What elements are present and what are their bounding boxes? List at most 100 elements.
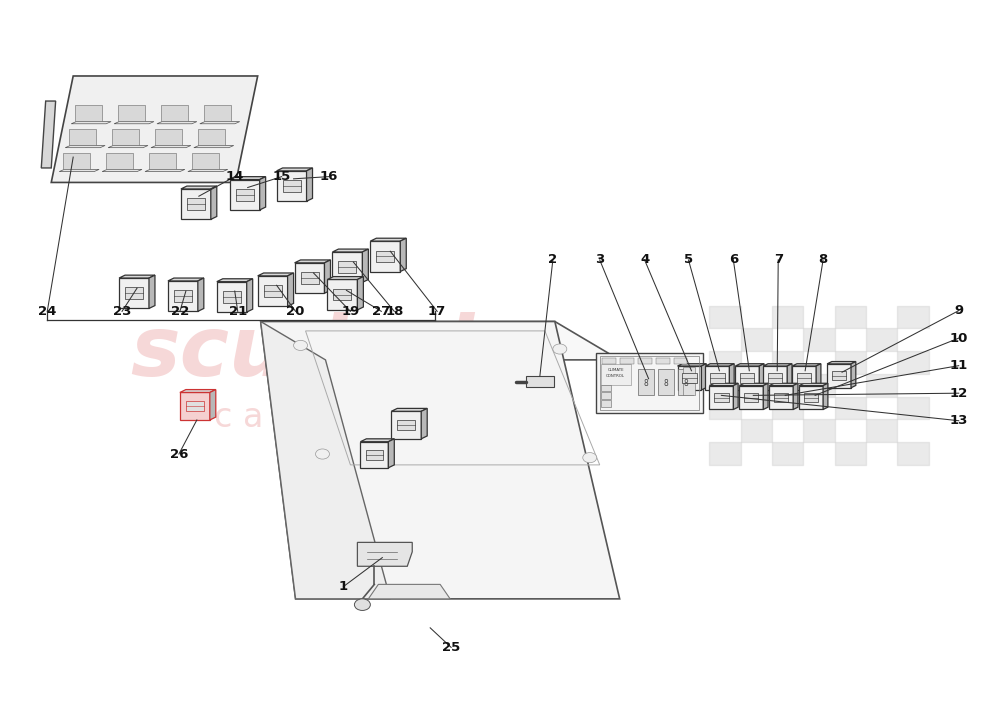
Text: 18: 18 (385, 305, 403, 318)
Polygon shape (198, 278, 204, 311)
Bar (803, 419, 835, 442)
Polygon shape (357, 276, 363, 310)
Bar (683, 367, 695, 379)
Polygon shape (145, 169, 185, 172)
Text: 23: 23 (113, 305, 131, 318)
Text: 3: 3 (595, 254, 604, 266)
Polygon shape (149, 275, 155, 308)
Polygon shape (295, 263, 324, 293)
Polygon shape (769, 385, 793, 409)
Bar (866, 419, 897, 442)
Polygon shape (362, 249, 368, 282)
Bar (192, 153, 219, 169)
Text: 10: 10 (950, 332, 968, 345)
Bar (658, 369, 674, 395)
Bar (674, 358, 687, 364)
Polygon shape (333, 289, 351, 300)
Polygon shape (168, 281, 198, 311)
Circle shape (316, 449, 329, 459)
Polygon shape (763, 366, 787, 390)
Polygon shape (421, 409, 427, 439)
Polygon shape (823, 383, 828, 409)
Polygon shape (71, 121, 111, 124)
Text: 4: 4 (640, 254, 649, 266)
Polygon shape (526, 376, 554, 387)
Polygon shape (682, 374, 697, 382)
Polygon shape (119, 278, 149, 308)
Polygon shape (816, 364, 821, 390)
Polygon shape (827, 364, 851, 387)
Bar (683, 383, 695, 395)
Polygon shape (370, 238, 406, 241)
Polygon shape (217, 278, 253, 281)
Bar (601, 364, 631, 385)
Polygon shape (332, 249, 368, 252)
Polygon shape (211, 186, 217, 220)
Text: 13: 13 (950, 414, 968, 427)
Bar (601, 393, 611, 399)
Polygon shape (307, 168, 313, 201)
Polygon shape (327, 276, 363, 279)
Bar (772, 351, 803, 374)
Polygon shape (283, 180, 301, 192)
Bar (897, 442, 929, 465)
Polygon shape (769, 383, 798, 385)
Bar (112, 129, 139, 145)
Polygon shape (223, 291, 241, 302)
Polygon shape (180, 393, 210, 420)
Polygon shape (230, 177, 266, 180)
Bar (600, 356, 699, 410)
Polygon shape (186, 401, 204, 411)
Bar (835, 397, 866, 419)
Text: 6: 6 (729, 254, 738, 266)
Text: 9: 9 (954, 304, 963, 317)
Bar (741, 419, 772, 442)
Polygon shape (261, 321, 620, 360)
Text: 8: 8 (683, 379, 688, 388)
Polygon shape (729, 364, 734, 390)
Polygon shape (59, 169, 99, 172)
Bar (772, 442, 803, 465)
Text: 21: 21 (229, 305, 247, 318)
Polygon shape (678, 364, 706, 366)
Bar (601, 385, 611, 391)
Text: 22: 22 (171, 305, 189, 318)
Bar (897, 305, 929, 329)
Polygon shape (714, 393, 729, 402)
Polygon shape (188, 169, 228, 172)
Polygon shape (370, 241, 400, 271)
Bar (204, 105, 231, 121)
Text: 11: 11 (950, 359, 968, 372)
Text: 26: 26 (170, 448, 188, 460)
Polygon shape (51, 76, 258, 182)
Text: CONTROL: CONTROL (606, 374, 625, 377)
Polygon shape (168, 278, 204, 281)
Bar (149, 153, 176, 169)
Bar (803, 329, 835, 351)
Polygon shape (701, 364, 706, 390)
Text: 27: 27 (372, 305, 390, 318)
Polygon shape (763, 383, 768, 409)
Polygon shape (792, 364, 821, 366)
Polygon shape (366, 450, 383, 459)
Bar (897, 397, 929, 419)
Bar (835, 351, 866, 374)
Polygon shape (295, 260, 330, 263)
Bar (709, 305, 741, 329)
Text: 2: 2 (548, 254, 557, 266)
Bar (772, 397, 803, 419)
Text: 8: 8 (663, 379, 668, 388)
Circle shape (553, 344, 567, 354)
Bar (602, 358, 616, 364)
Polygon shape (851, 361, 856, 387)
Polygon shape (360, 439, 394, 442)
Polygon shape (804, 393, 818, 402)
Polygon shape (261, 321, 620, 599)
Text: 24: 24 (38, 305, 56, 318)
Bar (866, 329, 897, 351)
Text: 8: 8 (643, 379, 648, 388)
Polygon shape (360, 442, 388, 467)
Text: CLIMATE: CLIMATE (607, 369, 624, 372)
Polygon shape (180, 390, 216, 393)
Polygon shape (739, 385, 763, 409)
